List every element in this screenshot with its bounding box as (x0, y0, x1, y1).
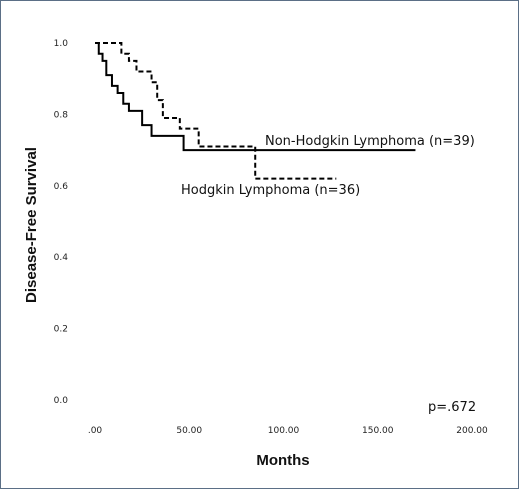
x-tick-label: 150.00 (362, 426, 394, 436)
y-axis-title: Disease-Free Survival (23, 147, 40, 303)
series-label-hodgkin: Hodgkin Lymphoma (n=36) (181, 183, 360, 198)
x-tick-label: 200.00 (456, 426, 488, 436)
y-tick-label: 0.4 (54, 253, 69, 263)
x-axis-ticks: .00 50.00 100.00 150.00 200.00 (88, 426, 488, 436)
x-axis-title: Months (256, 452, 309, 469)
curve-hodgkin (95, 42, 337, 180)
series-label-non-hodgkin: Non-Hodgkin Lymphoma (n=39) (265, 134, 475, 149)
y-tick-label: 0.0 (54, 396, 69, 406)
y-tick-label: 0.6 (54, 182, 69, 192)
x-tick-label: 100.00 (268, 426, 300, 436)
y-tick-label: 0.2 (54, 325, 68, 335)
x-tick-label: 50.00 (176, 426, 202, 436)
x-tick-label: .00 (88, 426, 103, 436)
curve-non-hodgkin (95, 42, 416, 152)
survival-curves (95, 42, 416, 180)
y-tick-label: 0.8 (54, 110, 69, 120)
y-tick-label: 1.0 (54, 39, 69, 49)
p-value-annotation: p=.672 (428, 400, 476, 415)
y-axis-ticks: 0.0 0.2 0.4 0.6 0.8 1.0 (54, 39, 69, 406)
